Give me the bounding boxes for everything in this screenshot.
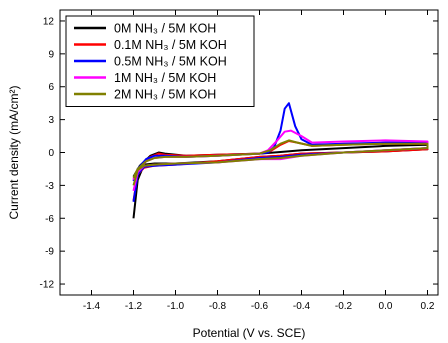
legend: 0M NH₃ / 5M KOH 0.1M NH₃ / 5M KOH 0.5M NH₃… — [65, 15, 255, 107]
x-tick-label: -0.8 — [209, 301, 227, 312]
legend-label: 0.5M NH₃ / 5M KOH — [114, 55, 227, 69]
x-tick-label: 0.0 — [379, 301, 393, 312]
x-tick-label: 0.2 — [421, 301, 435, 312]
series-line-4 — [132, 129, 429, 192]
x-tick-label: -0.6 — [251, 301, 269, 312]
legend-label: 1M NH₃ / 5M KOH — [114, 71, 216, 85]
y-tick-label: -12 — [40, 280, 55, 291]
x-tick-label: -1.4 — [83, 301, 101, 312]
x-axis-title: Potential (V vs. SCE) — [193, 326, 306, 340]
x-tick-label: -1.2 — [125, 301, 143, 312]
x-tick-label: -0.4 — [293, 301, 311, 312]
y-tick-label: 6 — [48, 82, 54, 93]
x-tick-label: -1.0 — [167, 301, 185, 312]
y-tick-label: -9 — [45, 247, 54, 258]
y-tick-label: 12 — [43, 16, 55, 27]
y-tick-label: -3 — [45, 181, 54, 192]
legend-label: 2M NH₃ / 5M KOH — [114, 88, 216, 102]
x-tick-label: -0.2 — [335, 301, 353, 312]
series-line-5 — [132, 139, 429, 186]
axis-ticks: -1.4 -1.2 -1.0 -0.8 -0.6 -0.4 -0.2 0.0 0.2129630… — [40, 10, 438, 312]
legend-label: 0M NH₃ / 5M KOH — [114, 22, 216, 36]
legend-label: 0.1M NH₃ / 5M KOH — [114, 38, 227, 52]
y-tick-label: 9 — [48, 49, 54, 60]
y-tick-label: 0 — [48, 148, 54, 159]
y-tick-label: 3 — [48, 115, 54, 126]
y-tick-label: -6 — [45, 214, 54, 225]
plot-lines — [132, 102, 429, 219]
y-axis-title: Current density (mA/cm²) — [7, 85, 21, 219]
